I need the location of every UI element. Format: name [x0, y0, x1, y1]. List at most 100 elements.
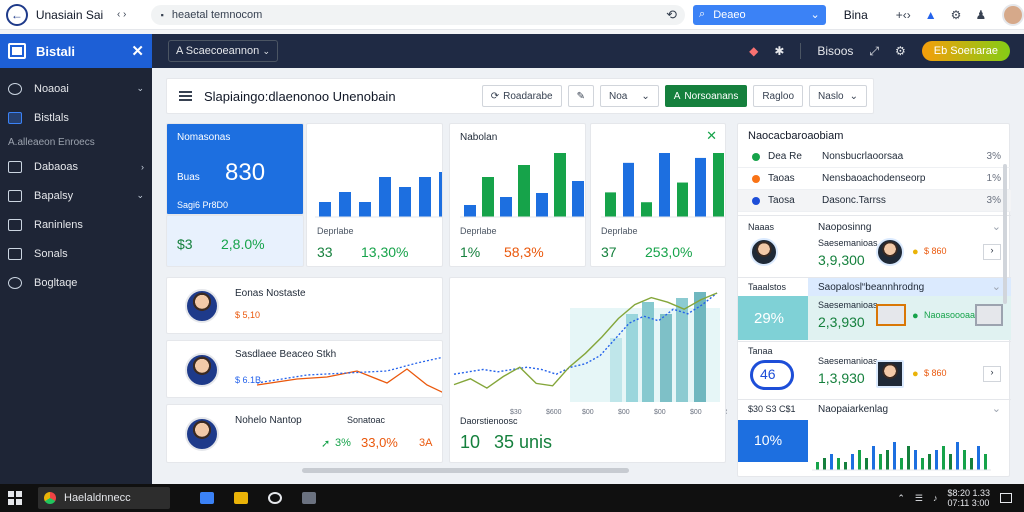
azure-icon[interactable]: ▲	[924, 7, 937, 22]
chevron-down-icon[interactable]: ⌄	[991, 281, 1001, 293]
big-chart-card[interactable]: $30$600$00$00$00$00$00 Daorstienoosc 10 …	[449, 277, 727, 463]
notification-bell-icon[interactable]: ◆	[749, 44, 759, 58]
horizontal-scrollbar[interactable]	[302, 468, 629, 473]
network-icon[interactable]: ☰	[914, 492, 923, 503]
sidebar-item-5[interactable]: Sonals	[0, 239, 152, 268]
folder-icon[interactable]	[234, 492, 248, 504]
cta-button[interactable]: Eb Soenarae	[921, 41, 1010, 61]
avatar	[750, 238, 778, 266]
bar-chart-4-bar	[823, 458, 826, 470]
volume-icon[interactable]: ♪	[932, 493, 938, 503]
menu-icon[interactable]	[179, 91, 192, 101]
address-bar[interactable]: ▪ heaetal temnocom ⟲	[150, 4, 686, 25]
layers-icon	[8, 218, 22, 231]
person-card-1[interactable]: Sasdlaee Beaceo Stkh $ 6.1B	[166, 340, 443, 398]
store-icon[interactable]	[200, 492, 214, 504]
scrollbar[interactable]	[1003, 164, 1007, 304]
panel-block-4[interactable]: $30 S3 C$1 10% Naopaiarkenlag ⌄	[738, 399, 1011, 475]
extensions-icon[interactable]: +‹›	[895, 7, 911, 22]
bar-chart-3-bar	[713, 153, 724, 217]
bar-chart-4-bar	[830, 454, 833, 470]
notification-center-icon[interactable]	[1000, 493, 1012, 503]
close-icon[interactable]: ✕	[706, 128, 717, 143]
panel-block-1[interactable]: Naaas Naoposinng ⌄ Saesemanioas 3,9,300 …	[738, 215, 1011, 277]
profile-avatar[interactable]	[1002, 3, 1024, 26]
next-button[interactable]: ›	[983, 366, 1001, 382]
topbar-actions: ◆ ✱ Bisoos ⤢ ⚙ Eb Soenarae	[749, 41, 1024, 61]
x-tick-label: $30	[510, 409, 522, 416]
search-select[interactable]: ⌕ Deaeo ⌄	[693, 4, 826, 25]
taskbar-app[interactable]: Haelaldnnecc	[38, 487, 170, 509]
sidebar-item-3[interactable]: Bapalsy ⌄	[0, 181, 152, 210]
expand-icon[interactable]: ⤢	[869, 43, 880, 58]
sidebar-item-4[interactable]: Raninlens	[0, 210, 152, 239]
sidebar-item-label: Bogltaqe	[34, 276, 78, 289]
start-icon[interactable]	[8, 491, 22, 505]
refresh-button[interactable]: ⟳ Roadarabe	[481, 85, 562, 107]
bar-chart-3-bar	[605, 192, 616, 217]
sidebar-item-0[interactable]: Noaoai ⌄	[0, 74, 152, 103]
more-select[interactable]: Naslo ⌄	[809, 85, 867, 107]
add-button[interactable]: A Norsoanans	[664, 85, 748, 107]
kpi-card-primary[interactable]: Nomasonas Buas 830 Sagi6 Pr8D0	[166, 123, 304, 215]
list-item[interactable]: Taosa Dasonc.Tarrss 3%	[738, 190, 1011, 212]
person-card-0[interactable]: Eonas Nostaste $ 5,10	[166, 277, 443, 334]
big-chart-b: 35 unis	[494, 432, 553, 452]
chevron-down-icon[interactable]: ⌄	[991, 403, 1001, 415]
workspace-select[interactable]: A Scaecoeannon ⌄	[168, 40, 278, 62]
view-select-label: Noa	[608, 90, 628, 102]
kpi-card-2-b: 13,30%	[361, 244, 409, 260]
up-icon[interactable]: ⌃	[897, 492, 905, 503]
settings-icon[interactable]: ⚙	[950, 7, 962, 22]
bar-chart-2-bar	[554, 153, 566, 217]
area-bar	[660, 314, 672, 402]
chevron-down-icon[interactable]: ⌄	[991, 221, 1001, 233]
list-item[interactable]: Dea Re Nonsbucrlaoorsaa 3%	[738, 146, 1011, 168]
avatar	[185, 353, 219, 387]
filter-button[interactable]: Ragloo	[753, 85, 804, 107]
settings-icon[interactable]: ⚙	[895, 44, 906, 58]
back-icon[interactable]: ←	[6, 3, 28, 26]
clock[interactable]: $8:20 1.33 07:11 3:00	[947, 488, 990, 508]
help-icon	[8, 276, 22, 289]
tab-title[interactable]: Unasiain Sai	[35, 7, 104, 22]
big-chart-label: Daorstienoosc	[460, 416, 518, 426]
chevron-down-icon: ⌄	[136, 83, 144, 93]
panel-block-2[interactable]: Taaalstos 29% Saopalosl“beannhrodng ⌄ Sa…	[738, 277, 1011, 341]
more-select-label: Naslo	[818, 90, 844, 102]
view-select[interactable]: Noa ⌄	[599, 85, 659, 107]
list-item[interactable]: Taoas Nensbaoachodenseorp 1%	[738, 168, 1011, 190]
sidebar-item-label: Noaoai	[34, 82, 69, 95]
notification-icon[interactable]: ♟	[975, 7, 987, 22]
bar-chart-4-bar	[900, 458, 903, 470]
reload-icon[interactable]: ⟲	[666, 6, 678, 22]
bar-chart-1-bar	[399, 187, 411, 217]
user-name[interactable]: Bisoos	[817, 44, 854, 58]
circle-app-icon[interactable]	[268, 492, 282, 504]
chevron-down-icon: ⌄	[810, 9, 820, 21]
bing-link[interactable]: Bina	[843, 7, 868, 22]
person-card-2[interactable]: Nohelo Nantop Sonatoac ➚ 3% 33,0% 3A	[166, 404, 443, 463]
sidebar-item-2[interactable]: Dabaoas ›	[0, 152, 152, 181]
x-tick-label: $00	[618, 409, 630, 416]
kpi-card-4[interactable]: ✕ Deprlabe 37 253,0%	[590, 123, 726, 267]
user-icon[interactable]: ✱	[774, 44, 785, 58]
close-icon[interactable]: ✕	[131, 43, 144, 60]
block-badge: Naoasoooaa	[924, 310, 976, 320]
panel-block-3[interactable]: Tanaa 46 Saesemanioas 1,3,930 ● $ 860 ›	[738, 341, 1011, 399]
bar-chart-4-bar	[872, 446, 875, 470]
kpi-card-3-label: Deprlabe	[460, 226, 497, 236]
sidebar-item-6[interactable]: Bogltaqe	[0, 268, 152, 297]
kpi-title: Nomasonas	[177, 132, 231, 143]
window-app-icon[interactable]	[302, 492, 316, 504]
edit-button[interactable]: ✎	[567, 85, 594, 107]
bar-chart-4-bar	[949, 454, 952, 470]
kpi-card-2[interactable]: Deprlabe 33 13,30%	[306, 123, 443, 267]
block-badge: $ 860	[924, 368, 947, 378]
sidebar-item-1[interactable]: Bistlals	[0, 103, 152, 132]
tab-arrows[interactable]: ‹ ›	[116, 9, 127, 20]
next-button[interactable]: ›	[983, 244, 1001, 260]
person-value: $ 6.1B	[235, 375, 262, 385]
kpi-card-3[interactable]: Nabolan Deprlabe 1% 58,3%	[449, 123, 586, 267]
bar-chart-4-bar	[844, 462, 847, 470]
